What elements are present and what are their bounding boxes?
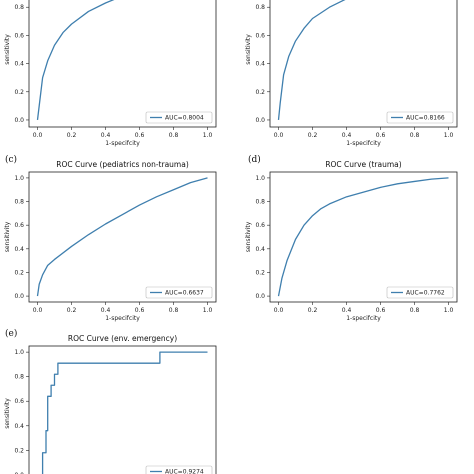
y-tick-label: 0.0 (255, 293, 265, 300)
y-axis-label: sensitivity (4, 34, 11, 65)
y-tick-label: 0.8 (14, 4, 24, 11)
x-tick-label: 0.2 (67, 307, 77, 314)
y-axis-label: sensitivity (245, 34, 252, 65)
chart-title: ROC Curve (trauma) (325, 160, 401, 169)
y-tick-label: 0.6 (14, 398, 24, 405)
x-tick-label: 0.4 (101, 132, 111, 139)
x-tick-label: 1.0 (444, 307, 454, 314)
chart-panel-e: 0.0 0.2 0.4 0.6 0.8 1.0 sensitivity ROC Curve (… (4, 328, 217, 474)
x-axis-label: 1-specifcity (105, 140, 140, 147)
legend-box (145, 286, 213, 299)
plot-frame (28, 345, 217, 474)
x-tick-label: 0.0 (274, 132, 284, 139)
roc-curve-line (36, 0, 115, 121)
y-tick-label: 1.0 (14, 349, 24, 356)
legend-label: AUC=0.8004 (165, 115, 204, 122)
plot-frame (28, 0, 217, 128)
roc-curve-line (41, 351, 208, 474)
legend-box (386, 111, 454, 124)
x-tick-label: 1.0 (203, 307, 213, 314)
chart-title: ROC Curve (pediatrics non-trauma) (56, 160, 189, 169)
chart-panel-a: 0.00.20.40.60.81.00.00.20.40.60.81.01-sp… (4, 0, 217, 147)
y-axis-label: sensitivity (4, 398, 11, 429)
y-tick-label: 0.0 (14, 117, 24, 124)
y-tick-label: 0.0 (14, 472, 24, 474)
plot-frame (28, 171, 217, 303)
plot-frame (269, 171, 458, 303)
x-tick-label: 1.0 (203, 132, 213, 139)
x-axis-label: 1-specifcity (346, 140, 381, 147)
y-tick-label: 0.6 (14, 32, 24, 39)
legend-label: AUC=0.7762 (406, 290, 445, 297)
roc-curve-line (36, 177, 208, 297)
y-tick-label: 0.4 (14, 61, 24, 68)
x-tick-label: 0.6 (135, 307, 145, 314)
x-tick-label: 0.6 (376, 307, 386, 314)
roc-curve-line (277, 177, 449, 297)
y-tick-label: 0.8 (14, 199, 24, 206)
plot-frame (269, 0, 458, 128)
y-tick-label: 0.8 (255, 4, 265, 11)
x-tick-label: 0.0 (274, 307, 284, 314)
y-tick-label: 0.0 (255, 117, 265, 124)
y-tick-label: 1.0 (255, 175, 265, 182)
x-tick-label: 0.8 (169, 307, 179, 314)
legend-box (145, 111, 213, 124)
x-tick-label: 0.8 (169, 132, 179, 139)
x-tick-label: 0.6 (135, 132, 145, 139)
y-tick-label: 0.2 (14, 447, 24, 454)
x-tick-label: 0.4 (342, 307, 352, 314)
y-tick-label: 0.6 (255, 222, 265, 229)
chart-panel-c: 0.0 0.2 0.4 0.6 0.8 1.0 0.0 0.2 0.4 0.6 0.8 1.0 1-sp… (4, 154, 217, 322)
panel-letter: (c) (5, 154, 17, 165)
x-tick-label: 0.8 (410, 307, 420, 314)
y-tick-label: 0.8 (14, 374, 24, 381)
y-tick-label: 0.6 (255, 32, 265, 39)
y-tick-label: 0.8 (255, 199, 265, 206)
chart-title: ROC Curve (env. emergency) (68, 334, 177, 343)
y-tick-label: 0.4 (14, 423, 24, 430)
chart-panel-d: 0.0 0.2 0.4 0.6 0.8 1.0 0.0 0.2 0.4 0.6 0.8 1.0 1-sp… (245, 154, 458, 322)
x-tick-label: 0.6 (376, 132, 386, 139)
roc-curve-line (277, 0, 346, 121)
y-tick-label: 0.0 (14, 293, 24, 300)
panel-letter: (e) (5, 328, 17, 339)
y-axis-label: sensitivity (4, 221, 11, 252)
legend-label: AUC=0.6637 (165, 290, 204, 297)
y-tick-label: 0.2 (14, 269, 24, 276)
y-axis-label: sensitivity (245, 221, 252, 252)
legend-box (145, 465, 213, 474)
y-tick-label: 0.2 (255, 89, 265, 96)
y-tick-label: 0.4 (14, 246, 24, 253)
y-tick-label: 0.4 (255, 61, 265, 68)
x-axis-label: 1-specifcity (105, 315, 140, 322)
y-tick-label: 0.2 (14, 89, 24, 96)
legend-label: AUC=0.8166 (406, 115, 445, 122)
x-tick-label: 0.2 (308, 132, 318, 139)
x-tick-label: 1.0 (444, 132, 454, 139)
x-tick-label: 0.2 (308, 307, 318, 314)
x-tick-label: 0.4 (342, 132, 352, 139)
panel-letter: (d) (248, 154, 261, 165)
legend-label: AUC=0.9274 (165, 469, 204, 474)
x-tick-label: 0.0 (33, 132, 43, 139)
y-tick-label: 0.6 (14, 222, 24, 229)
chart-panel-b: 0.00.20.40.60.81.00.00.20.40.60.81.01-sp… (245, 0, 458, 147)
x-tick-label: 0.8 (410, 132, 420, 139)
y-tick-label: 1.0 (14, 175, 24, 182)
x-tick-label: 0.2 (67, 132, 77, 139)
x-axis-label: 1-specifcity (346, 315, 381, 322)
y-tick-label: 0.4 (255, 246, 265, 253)
y-tick-label: 0.2 (255, 269, 265, 276)
legend-box (386, 286, 454, 299)
x-tick-label: 0.4 (101, 307, 111, 314)
x-tick-label: 0.0 (33, 307, 43, 314)
